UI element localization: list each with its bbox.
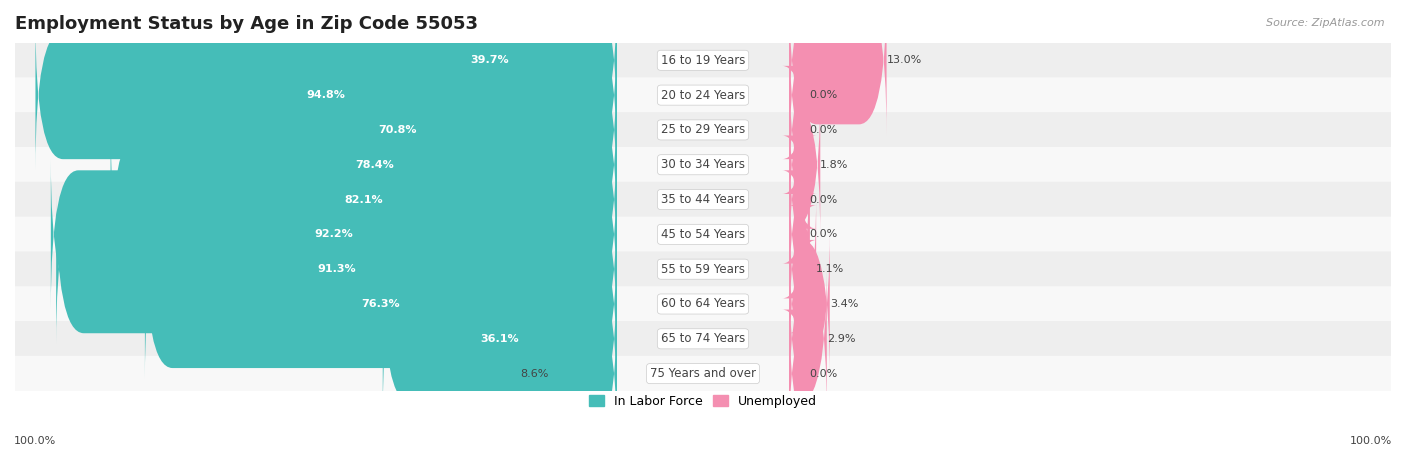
Text: 92.2%: 92.2% (315, 230, 353, 239)
Text: 13.0%: 13.0% (887, 55, 922, 65)
FancyBboxPatch shape (15, 112, 1391, 148)
FancyBboxPatch shape (789, 229, 830, 379)
FancyBboxPatch shape (35, 20, 617, 170)
FancyBboxPatch shape (546, 298, 617, 449)
FancyBboxPatch shape (132, 90, 617, 240)
Text: 2.9%: 2.9% (827, 334, 855, 344)
Text: 16 to 19 Years: 16 to 19 Years (661, 54, 745, 67)
Text: 25 to 29 Years: 25 to 29 Years (661, 123, 745, 136)
FancyBboxPatch shape (15, 43, 1391, 78)
FancyBboxPatch shape (15, 356, 1391, 392)
FancyBboxPatch shape (15, 182, 1391, 217)
FancyBboxPatch shape (15, 321, 1391, 356)
Text: 8.6%: 8.6% (520, 369, 548, 378)
FancyBboxPatch shape (15, 147, 1391, 183)
FancyBboxPatch shape (782, 298, 817, 449)
Text: 0.0%: 0.0% (810, 125, 838, 135)
Text: 1.8%: 1.8% (820, 160, 849, 170)
Text: Source: ZipAtlas.com: Source: ZipAtlas.com (1267, 18, 1385, 28)
Text: 55 to 59 Years: 55 to 59 Years (661, 263, 745, 276)
Text: 30 to 34 Years: 30 to 34 Years (661, 158, 745, 171)
Text: 82.1%: 82.1% (344, 194, 382, 205)
FancyBboxPatch shape (15, 252, 1391, 287)
Text: 3.4%: 3.4% (830, 299, 858, 309)
Text: 20 to 24 Years: 20 to 24 Years (661, 89, 745, 102)
FancyBboxPatch shape (111, 124, 617, 275)
FancyBboxPatch shape (145, 229, 617, 379)
Text: 75 Years and over: 75 Years and over (650, 367, 756, 380)
Text: 0.0%: 0.0% (810, 90, 838, 100)
FancyBboxPatch shape (789, 264, 827, 414)
Text: Employment Status by Age in Zip Code 55053: Employment Status by Age in Zip Code 550… (15, 15, 478, 33)
Text: 0.0%: 0.0% (810, 194, 838, 205)
FancyBboxPatch shape (782, 124, 817, 275)
Text: 78.4%: 78.4% (356, 160, 394, 170)
Text: 65 to 74 Years: 65 to 74 Years (661, 332, 745, 345)
FancyBboxPatch shape (51, 159, 617, 310)
Text: 1.1%: 1.1% (815, 264, 845, 274)
FancyBboxPatch shape (15, 216, 1391, 252)
Text: 91.3%: 91.3% (318, 264, 356, 274)
FancyBboxPatch shape (782, 159, 817, 310)
FancyBboxPatch shape (789, 194, 817, 344)
FancyBboxPatch shape (382, 264, 617, 414)
Text: 0.0%: 0.0% (810, 369, 838, 378)
Text: 36.1%: 36.1% (481, 334, 519, 344)
FancyBboxPatch shape (15, 286, 1391, 322)
FancyBboxPatch shape (789, 90, 820, 240)
FancyBboxPatch shape (782, 20, 817, 170)
FancyBboxPatch shape (782, 55, 817, 205)
FancyBboxPatch shape (789, 0, 887, 135)
FancyBboxPatch shape (15, 77, 1391, 113)
Legend: In Labor Force, Unemployed: In Labor Force, Unemployed (583, 390, 823, 413)
FancyBboxPatch shape (177, 55, 617, 205)
Text: 94.8%: 94.8% (307, 90, 346, 100)
Text: 100.0%: 100.0% (1350, 436, 1392, 446)
Text: 0.0%: 0.0% (810, 230, 838, 239)
Text: 100.0%: 100.0% (14, 436, 56, 446)
FancyBboxPatch shape (56, 194, 617, 344)
Text: 35 to 44 Years: 35 to 44 Years (661, 193, 745, 206)
Text: 39.7%: 39.7% (470, 55, 509, 65)
FancyBboxPatch shape (361, 0, 617, 135)
Text: 70.8%: 70.8% (378, 125, 416, 135)
Text: 45 to 54 Years: 45 to 54 Years (661, 228, 745, 241)
Text: 60 to 64 Years: 60 to 64 Years (661, 297, 745, 310)
Text: 76.3%: 76.3% (361, 299, 401, 309)
